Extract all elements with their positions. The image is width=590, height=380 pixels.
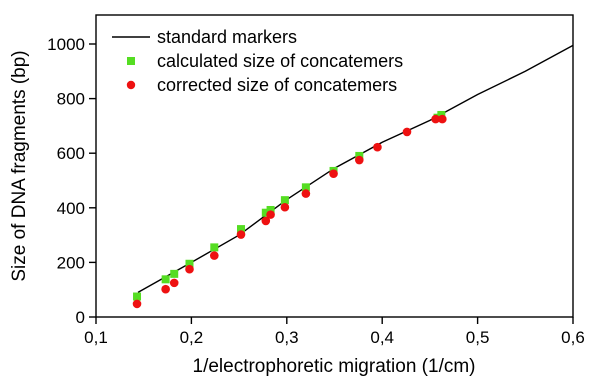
- calculated-size-point: [237, 225, 246, 234]
- corrected-size-point: [169, 278, 179, 288]
- calculated-size-point: [261, 208, 270, 217]
- corrected-size-point: [329, 169, 338, 178]
- legend-label-calculated-size: calculated size of concatemers: [157, 51, 403, 71]
- x-tick-label: 0,2: [180, 328, 204, 347]
- y-tick-label: 600: [57, 144, 85, 163]
- x-tick-label: 0,1: [84, 328, 108, 347]
- corrected-size-point: [402, 127, 412, 137]
- corrected-size-point: [431, 114, 440, 124]
- x-tick-label: 0,5: [466, 328, 490, 347]
- corrected-size-series: [132, 114, 447, 309]
- legend: standard markers calculated size of conc…: [112, 27, 403, 95]
- axes: [95, 14, 574, 318]
- calculated-size-point: [161, 275, 170, 284]
- legend-label-corrected-size: corrected size of concatemers: [157, 75, 397, 95]
- corrected-size-point: [266, 210, 275, 219]
- corrected-size-point: [301, 189, 311, 198]
- calculated-size-point: [133, 292, 142, 301]
- y-tick-label: 800: [57, 90, 85, 109]
- x-axis-ticks: 0,1 0,2 0,3 0,4 0,5 0,6: [84, 317, 585, 347]
- y-tick-label: 400: [57, 199, 85, 218]
- corrected-size-point: [261, 216, 271, 226]
- y-tick-label: 1000: [47, 35, 85, 54]
- calculated-size-point: [170, 269, 179, 278]
- calculated-size-point: [280, 196, 289, 205]
- calculated-size-point: [185, 259, 194, 268]
- corrected-size-point: [280, 202, 290, 212]
- corrected-size-point: [185, 264, 194, 274]
- calculated-size-series: [133, 110, 446, 301]
- x-axis-title: 1/electrophoretic migration (1/cm): [193, 356, 476, 377]
- corrected-size-point: [236, 230, 246, 239]
- corrected-size-point: [373, 142, 382, 152]
- legend-label-standard-markers: standard markers: [157, 27, 297, 47]
- x-tick-label: 0,3: [275, 328, 299, 347]
- y-tick-label: 0: [76, 308, 85, 327]
- y-axis-title: Size of DNA fragments (bp): [9, 50, 30, 281]
- y-axis-ticks: 0 200 400 600 800 1000: [47, 35, 96, 327]
- plot-frame: [95, 14, 574, 318]
- legend-circle-swatch: [126, 80, 136, 90]
- corrected-size-point: [438, 114, 447, 124]
- corrected-size-point: [161, 284, 170, 294]
- calculated-size-point: [301, 183, 310, 192]
- corrected-size-point: [355, 155, 364, 165]
- x-tick-label: 0,6: [561, 328, 585, 347]
- y-tick-label: 200: [57, 253, 85, 272]
- corrected-size-point: [209, 251, 219, 260]
- legend-square-swatch: [127, 57, 135, 65]
- calculated-size-point: [266, 205, 275, 214]
- calculated-size-point: [210, 243, 219, 252]
- x-tick-label: 0,4: [370, 328, 394, 347]
- corrected-size-point: [132, 299, 142, 309]
